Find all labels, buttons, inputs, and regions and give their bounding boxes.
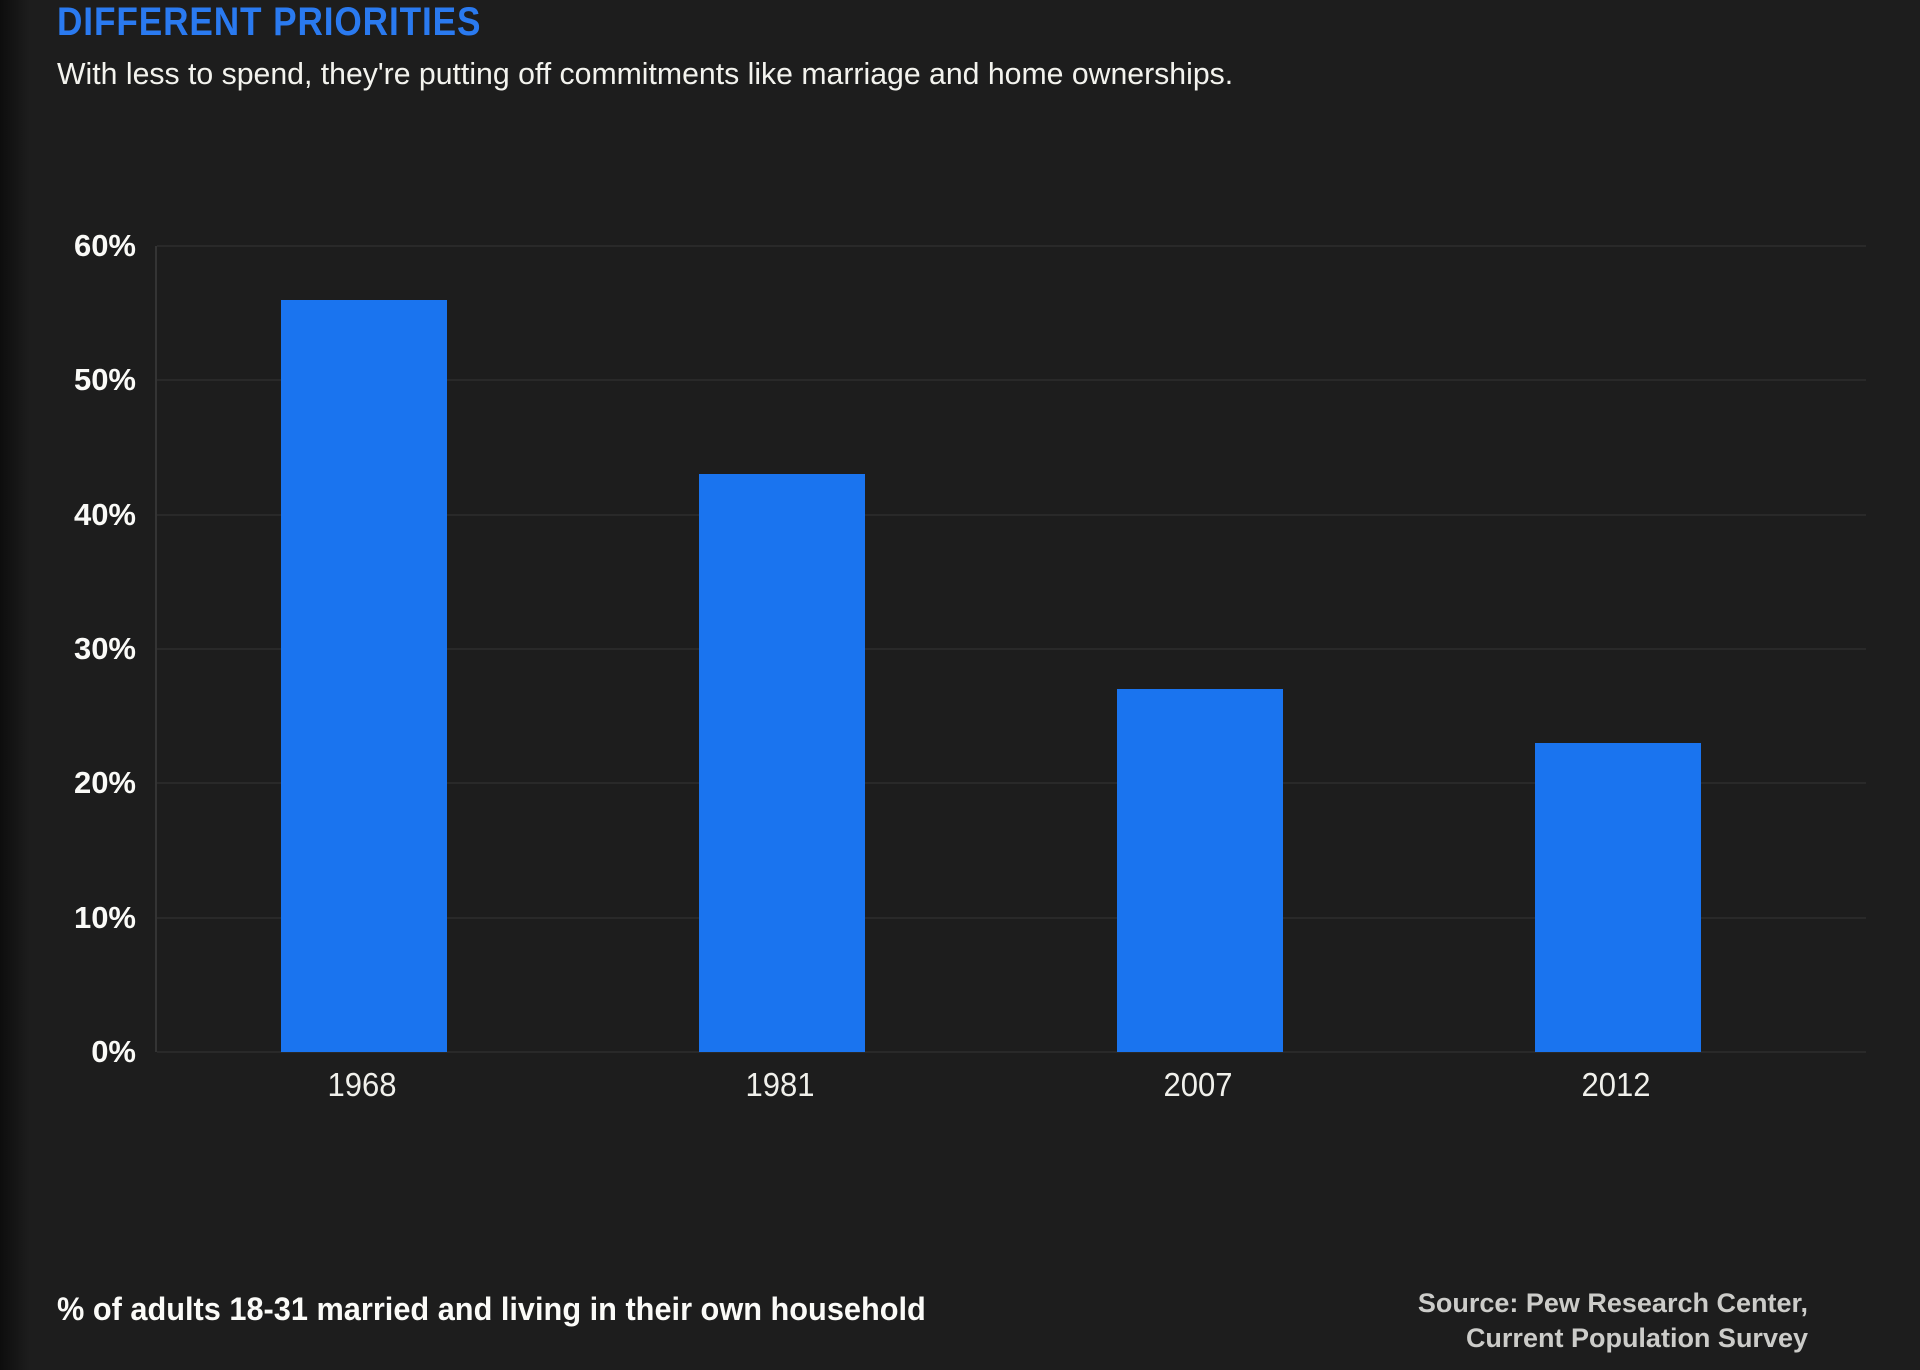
x-tick-label: 2007 bbox=[1163, 1066, 1233, 1103]
bar-1981 bbox=[699, 474, 865, 1052]
bar-2007 bbox=[1117, 689, 1283, 1052]
y-tick-label: 0% bbox=[91, 1034, 136, 1069]
gridline bbox=[157, 1051, 1866, 1053]
gridline bbox=[157, 648, 1866, 650]
source-attribution: Source: Pew Research Center, Current Pop… bbox=[1418, 1286, 1808, 1356]
bar-chart-plot-area bbox=[155, 245, 1866, 1053]
gridline bbox=[157, 379, 1866, 382]
y-tick-label: 50% bbox=[73, 362, 136, 398]
x-tick-label: 2012 bbox=[1581, 1066, 1651, 1103]
bar-2012 bbox=[1535, 743, 1701, 1052]
y-tick-label: 40% bbox=[73, 496, 136, 532]
chart-note: % of adults 18-31 married and living in … bbox=[57, 1291, 926, 1327]
gridline bbox=[157, 245, 1866, 247]
gridline bbox=[157, 916, 1866, 919]
x-tick-label: 1981 bbox=[745, 1066, 815, 1103]
source-line: Source: Pew Research Center, bbox=[1417, 1288, 1808, 1318]
page-subtitle: With less to spend, they're putting off … bbox=[57, 56, 1234, 91]
gridline bbox=[157, 513, 1866, 516]
y-axis-labels: 0% 10% 20% 30% 40% 50% 60% bbox=[0, 228, 136, 1069]
page-title: DIFFERENT PRIORITIES bbox=[57, 0, 482, 44]
y-tick-label: 60% bbox=[73, 228, 136, 263]
bar-1968 bbox=[281, 299, 447, 1052]
y-tick-label: 30% bbox=[73, 631, 136, 666]
y-tick-label: 20% bbox=[73, 765, 136, 801]
gridline bbox=[157, 782, 1866, 785]
source-line: Current Population Survey bbox=[1465, 1323, 1808, 1353]
x-axis-labels: 1968 1981 2007 2012 bbox=[155, 1052, 1864, 1112]
y-tick-label: 10% bbox=[73, 899, 136, 935]
x-tick-label: 1968 bbox=[327, 1066, 397, 1103]
